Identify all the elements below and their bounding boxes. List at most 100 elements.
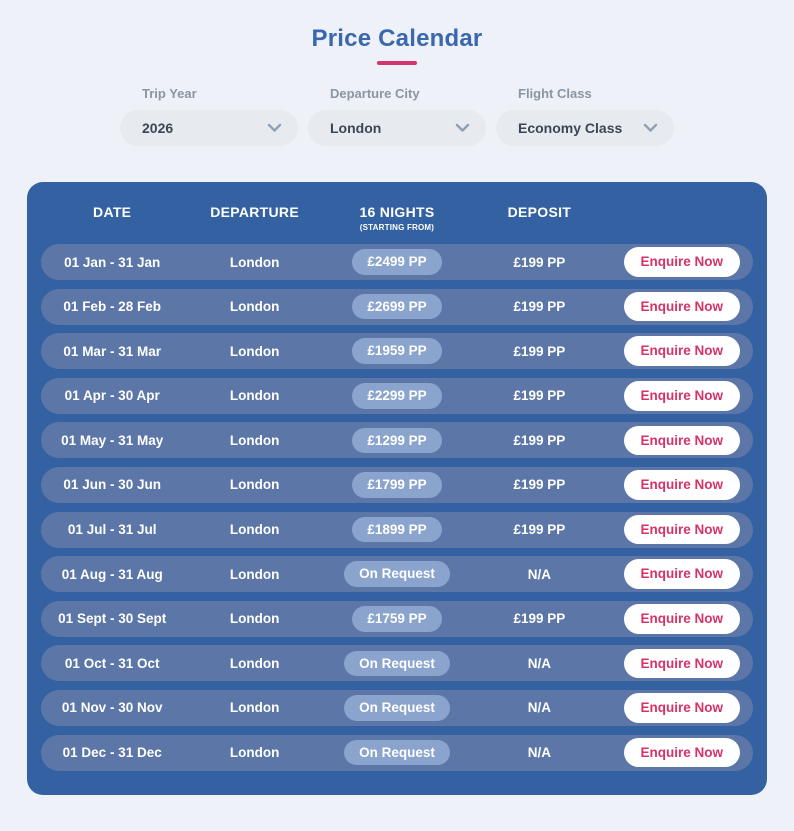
row-price-cell: £1299 PP <box>326 427 468 454</box>
header-date: DATE <box>93 204 132 220</box>
row-deposit: £199 PP <box>513 611 566 627</box>
enquire-now-button[interactable]: Enquire Now <box>623 247 741 277</box>
row-deposit: £199 PP <box>513 254 566 270</box>
row-price-cell: £1759 PP <box>326 606 468 632</box>
row-departure: London <box>229 700 280 716</box>
row-departure: London <box>229 388 280 404</box>
price-pill: £1899 PP <box>352 516 442 543</box>
row-departure: London <box>229 299 280 315</box>
row-date: 01 Jan - 31 Jan <box>64 254 161 270</box>
enquire-now-button[interactable]: Enquire Now <box>623 693 741 723</box>
row-date: 01 Mar - 31 Mar <box>63 343 161 359</box>
row-date: 01 Apr - 30 Apr <box>64 388 160 404</box>
row-action-cell: Enquire Now <box>611 381 753 411</box>
row-date: 01 Feb - 28 Feb <box>63 299 161 315</box>
row-price-cell: £1899 PP <box>326 516 468 543</box>
enquire-now-button[interactable]: Enquire Now <box>623 291 741 322</box>
trip-year-select[interactable]: 2026 <box>120 110 298 146</box>
price-pill: £1959 PP <box>352 338 442 364</box>
enquire-now-button[interactable]: Enquire Now <box>623 470 741 500</box>
enquire-now-button[interactable]: Enquire Now <box>623 648 741 679</box>
row-action-cell: Enquire Now <box>611 336 753 366</box>
enquire-now-button[interactable]: Enquire Now <box>623 737 741 768</box>
table-row: 01 Aug - 31 Aug London On Request N/A En… <box>41 556 753 593</box>
row-departure: London <box>229 745 280 761</box>
header-nights-title: 16 NIGHTS <box>359 204 435 220</box>
filter-departure-city: Departure City London <box>308 86 486 146</box>
header-nights: 16 NIGHTS (STARTING FROM) <box>326 204 468 232</box>
row-date: 01 May - 31 May <box>61 432 164 448</box>
row-departure: London <box>229 566 280 582</box>
price-pill: £1299 PP <box>352 427 442 454</box>
table-row: 01 Apr - 30 Apr London £2299 PP £199 PP … <box>41 377 753 414</box>
enquire-now-button[interactable]: Enquire Now <box>623 381 741 411</box>
row-departure: London <box>229 611 280 627</box>
row-deposit: £199 PP <box>513 477 566 493</box>
row-price-cell: £2499 PP <box>326 249 468 275</box>
header-deposit: DEPOSIT <box>507 204 572 220</box>
row-deposit: N/A <box>527 566 551 582</box>
departure-city-label: Departure City <box>330 86 420 101</box>
row-date: 01 Dec - 31 Dec <box>62 745 162 761</box>
row-action-cell: Enquire Now <box>611 470 753 500</box>
table-body: 01 Jan - 31 Jan London £2499 PP £199 PP … <box>41 244 753 771</box>
row-price-cell: £2299 PP <box>326 383 468 409</box>
row-action-cell: Enquire Now <box>611 737 753 768</box>
filters-bar: Trip Year 2026 Departure City London Fli… <box>0 86 794 146</box>
row-price-cell: On Request <box>326 650 468 677</box>
row-action-cell: Enquire Now <box>611 559 753 589</box>
price-pill: £2699 PP <box>352 293 442 320</box>
table-header-row: DATE DEPARTURE 16 NIGHTS (STARTING FROM)… <box>41 196 753 244</box>
row-departure: London <box>229 432 280 448</box>
row-deposit: £199 PP <box>513 388 566 404</box>
row-departure: London <box>229 254 280 270</box>
flight-class-label: Flight Class <box>518 86 592 101</box>
row-deposit: N/A <box>527 655 551 671</box>
header-departure: DEPARTURE <box>210 204 299 220</box>
row-date: 01 Oct - 31 Oct <box>64 655 160 671</box>
filter-flight-class: Flight Class Economy Class <box>496 86 674 146</box>
trip-year-label: Trip Year <box>142 86 197 101</box>
row-deposit: £199 PP <box>513 299 566 315</box>
row-deposit: £199 PP <box>513 432 566 448</box>
enquire-now-button[interactable]: Enquire Now <box>623 425 741 456</box>
price-pill: £1759 PP <box>352 606 442 632</box>
row-departure: London <box>229 522 280 538</box>
row-action-cell: Enquire Now <box>611 247 753 277</box>
enquire-now-button[interactable]: Enquire Now <box>623 604 741 634</box>
table-row: 01 Mar - 31 Mar London £1959 PP £199 PP … <box>41 333 753 370</box>
chevron-down-icon <box>267 123 282 133</box>
table-row: 01 Dec - 31 Dec London On Request N/A En… <box>41 734 753 771</box>
price-pill: £2299 PP <box>352 383 442 409</box>
row-price-cell: On Request <box>326 695 468 721</box>
table-row: 01 Jan - 31 Jan London £2499 PP £199 PP … <box>41 244 753 280</box>
flight-class-select[interactable]: Economy Class <box>496 110 674 146</box>
table-row: 01 Nov - 30 Nov London On Request N/A En… <box>41 689 753 726</box>
enquire-now-button[interactable]: Enquire Now <box>623 514 741 545</box>
chevron-down-icon <box>455 123 470 133</box>
row-date: 01 Aug - 31 Aug <box>61 566 163 582</box>
row-price-cell: On Request <box>326 739 468 766</box>
row-deposit: £199 PP <box>513 522 566 538</box>
row-departure: London <box>229 343 280 359</box>
enquire-now-button[interactable]: Enquire Now <box>623 336 741 366</box>
row-price-cell: £1959 PP <box>326 338 468 364</box>
header-nights-subtitle: (STARTING FROM) <box>359 223 435 232</box>
row-date: 01 Jun - 30 Jun <box>63 477 161 493</box>
price-pill: On Request <box>344 561 450 587</box>
row-departure: London <box>229 655 280 671</box>
table-row: 01 Oct - 31 Oct London On Request N/A En… <box>41 645 753 682</box>
row-action-cell: Enquire Now <box>611 604 753 634</box>
price-pill: On Request <box>344 695 450 721</box>
table-row: 01 Jul - 31 Jul London £1899 PP £199 PP … <box>41 511 753 548</box>
row-date: 01 Jul - 31 Jul <box>67 522 157 538</box>
row-departure: London <box>229 477 280 493</box>
row-action-cell: Enquire Now <box>611 291 753 322</box>
row-deposit: N/A <box>527 745 551 761</box>
departure-city-select[interactable]: London <box>308 110 486 146</box>
table-row: 01 May - 31 May London £1299 PP £199 PP … <box>41 422 753 459</box>
row-price-cell: On Request <box>326 561 468 587</box>
price-table-card: DATE DEPARTURE 16 NIGHTS (STARTING FROM)… <box>27 182 767 795</box>
row-deposit: N/A <box>527 700 551 716</box>
enquire-now-button[interactable]: Enquire Now <box>623 559 741 589</box>
